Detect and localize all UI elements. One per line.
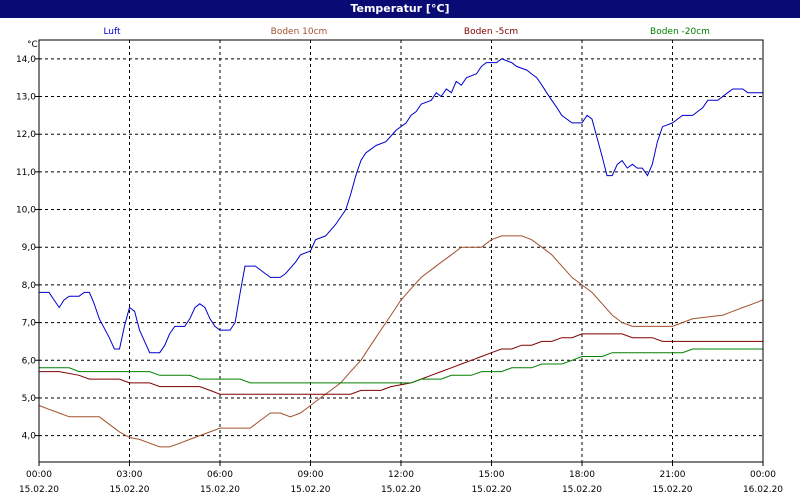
series-line-3 <box>39 348 763 384</box>
legend-item-3: Boden -20cm <box>650 27 710 37</box>
legend: Luft Boden 10cm Boden -5cm Boden -20cm <box>103 27 710 37</box>
series-line-1 <box>38 235 764 448</box>
y-tick-label: 13,0 <box>16 93 36 103</box>
y-tick-label: 6,0 <box>22 356 37 366</box>
x-tick-date: 15.02.20 <box>109 485 149 495</box>
legend-item-0: Luft <box>103 27 121 37</box>
y-tick-label: 4,0 <box>22 432 37 442</box>
series-layer <box>38 58 764 448</box>
legend-item-1: Boden 10cm <box>271 27 328 37</box>
y-tick-label: 7,0 <box>22 319 37 329</box>
x-tick-date: 15.02.20 <box>381 485 421 495</box>
grid <box>39 40 763 462</box>
y-tick-label: 5,0 <box>22 394 37 404</box>
y-tick-label: 9,0 <box>22 243 37 253</box>
x-tick-time: 15:00 <box>479 470 505 480</box>
chart-title: Temperatur [°C] <box>0 0 800 18</box>
series-line-2 <box>39 333 763 395</box>
y-tick-label: 12,0 <box>16 130 36 140</box>
x-tick-date: 16.02.20 <box>743 485 783 495</box>
y-axis: 4,0 5,0 6,0 7,0 8,0 9,0 10,0 11,0 12,0 13,0 14,0 °C <box>16 40 39 442</box>
temperature-chart: 4,0 5,0 6,0 7,0 8,0 9,0 10,0 11,0 12,0 13,0 14,0 °C… <box>0 18 800 500</box>
x-tick-time: 00:00 <box>26 470 52 480</box>
y-tick-label: 8,0 <box>22 281 37 291</box>
x-tick-time: 00:00 <box>750 470 776 480</box>
x-tick-time: 12:00 <box>388 470 414 480</box>
x-tick-time: 09:00 <box>298 470 324 480</box>
x-tick-date: 15.02.20 <box>290 485 330 495</box>
x-tick-date: 15.02.20 <box>562 485 602 495</box>
x-tick-time: 18:00 <box>569 470 595 480</box>
y-tick-label: 11,0 <box>16 168 36 178</box>
y-axis-unit: °C <box>27 40 38 50</box>
x-axis: 00:00 15.02.20 03:00 15.02.20 06:00 15.02.20 0… <box>19 462 783 495</box>
series-line-0 <box>39 58 763 354</box>
x-tick-time: 06:00 <box>207 470 233 480</box>
x-tick-date: 15.02.20 <box>19 485 59 495</box>
x-tick-date: 15.02.20 <box>471 485 511 495</box>
x-tick-time: 03:00 <box>117 470 143 480</box>
legend-item-2: Boden -5cm <box>464 27 518 37</box>
x-tick-date: 15.02.20 <box>652 485 692 495</box>
x-tick-date: 15.02.20 <box>200 485 240 495</box>
y-tick-label: 14,0 <box>16 55 36 65</box>
y-tick-label: 10,0 <box>16 206 36 216</box>
x-tick-time: 21:00 <box>660 470 686 480</box>
